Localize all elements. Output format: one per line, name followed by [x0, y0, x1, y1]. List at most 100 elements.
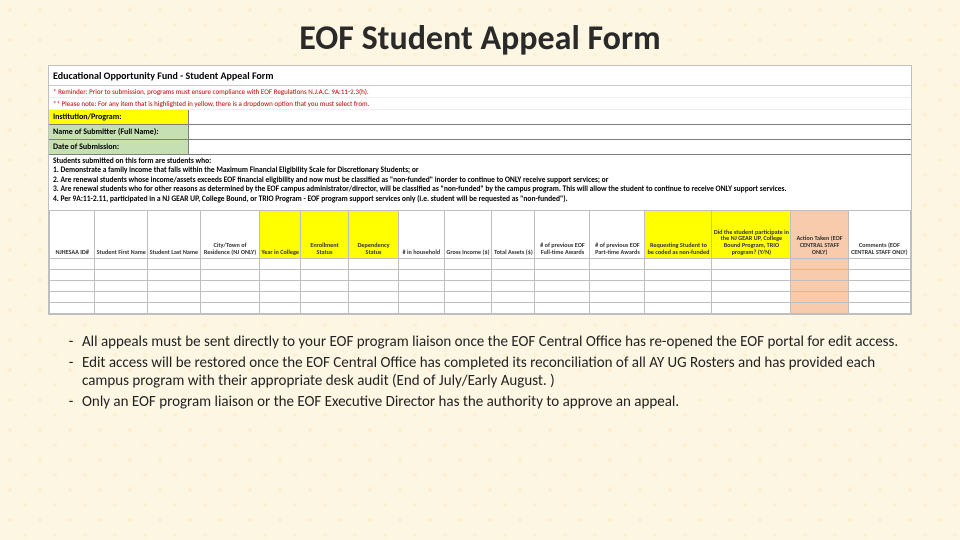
table-cell[interactable]: [200, 280, 260, 291]
table-cell[interactable]: [200, 258, 260, 269]
table-cell[interactable]: [712, 291, 791, 302]
table-cell[interactable]: [492, 269, 535, 280]
table-cell[interactable]: [50, 291, 95, 302]
table-cell[interactable]: [95, 258, 148, 269]
table-cell[interactable]: [301, 291, 349, 302]
page-title: EOF Student Appeal Form: [0, 0, 960, 65]
table-cell[interactable]: [444, 302, 492, 313]
table-cell[interactable]: [848, 280, 910, 291]
table-cell[interactable]: [712, 269, 791, 280]
table-cell[interactable]: [492, 291, 535, 302]
appeal-data-table: NJHESAA ID#Student First NameStudent Las…: [49, 210, 911, 314]
table-cell[interactable]: [590, 258, 645, 269]
table-cell[interactable]: [848, 258, 910, 269]
table-cell[interactable]: [712, 280, 791, 291]
table-cell[interactable]: [712, 258, 791, 269]
table-cell[interactable]: [200, 291, 260, 302]
form-field-row: Date of Submission:: [49, 140, 911, 155]
table-cell[interactable]: [148, 302, 201, 313]
table-cell[interactable]: [645, 280, 712, 291]
table-cell[interactable]: [348, 269, 398, 280]
table-cell[interactable]: [645, 291, 712, 302]
table-cell[interactable]: [50, 302, 95, 313]
table-cell[interactable]: [444, 291, 492, 302]
table-cell[interactable]: [260, 269, 301, 280]
table-cell[interactable]: [260, 280, 301, 291]
table-cell[interactable]: [399, 280, 444, 291]
column-header: Year in College: [260, 210, 301, 258]
table-cell[interactable]: [399, 302, 444, 313]
table-cell[interactable]: [148, 280, 201, 291]
table-cell[interactable]: [200, 269, 260, 280]
table-cell[interactable]: [148, 269, 201, 280]
table-cell[interactable]: [590, 291, 645, 302]
table-cell[interactable]: [301, 302, 349, 313]
table-cell[interactable]: [535, 302, 590, 313]
table-cell[interactable]: [645, 269, 712, 280]
column-header: Student First Name: [95, 210, 148, 258]
form-heading: Educational Opportunity Fund - Student A…: [49, 66, 911, 86]
table-cell[interactable]: [260, 302, 301, 313]
table-cell[interactable]: [50, 269, 95, 280]
table-cell[interactable]: [399, 269, 444, 280]
table-cell[interactable]: [148, 258, 201, 269]
table-cell[interactable]: [791, 291, 848, 302]
table-cell[interactable]: [260, 291, 301, 302]
table-cell[interactable]: [95, 269, 148, 280]
table-cell[interactable]: [848, 302, 910, 313]
table-cell[interactable]: [492, 280, 535, 291]
table-cell[interactable]: [348, 291, 398, 302]
table-cell[interactable]: [535, 291, 590, 302]
note-item: -Edit access will be restored once the E…: [60, 354, 900, 392]
table-cell[interactable]: [848, 291, 910, 302]
table-cell[interactable]: [95, 302, 148, 313]
table-row: [50, 280, 911, 291]
criteria-lead: Students submitted on this form are stud…: [53, 157, 907, 166]
table-cell[interactable]: [301, 269, 349, 280]
table-cell[interactable]: [535, 269, 590, 280]
form-field-input[interactable]: [189, 140, 911, 154]
table-cell[interactable]: [95, 291, 148, 302]
table-cell[interactable]: [301, 258, 349, 269]
table-cell[interactable]: [492, 302, 535, 313]
table-cell[interactable]: [535, 280, 590, 291]
spreadsheet-form: Educational Opportunity Fund - Student A…: [48, 65, 912, 315]
table-cell[interactable]: [95, 280, 148, 291]
note-item: -Only an EOF program liaison or the EOF …: [60, 393, 900, 412]
table-cell[interactable]: [399, 258, 444, 269]
table-cell[interactable]: [791, 302, 848, 313]
table-cell[interactable]: [791, 280, 848, 291]
table-cell[interactable]: [590, 280, 645, 291]
form-field-input[interactable]: [189, 110, 911, 124]
table-cell[interactable]: [50, 280, 95, 291]
table-cell[interactable]: [348, 258, 398, 269]
table-cell[interactable]: [791, 269, 848, 280]
table-cell[interactable]: [260, 258, 301, 269]
table-cell[interactable]: [348, 280, 398, 291]
table-cell[interactable]: [791, 258, 848, 269]
table-cell[interactable]: [712, 302, 791, 313]
table-cell[interactable]: [50, 258, 95, 269]
table-cell[interactable]: [200, 302, 260, 313]
table-cell[interactable]: [492, 258, 535, 269]
table-cell[interactable]: [444, 280, 492, 291]
reminder-line-2: ** Please note: For any item that is hig…: [49, 98, 911, 110]
form-field-input[interactable]: [189, 125, 911, 139]
table-cell[interactable]: [645, 302, 712, 313]
table-cell[interactable]: [444, 258, 492, 269]
table-cell[interactable]: [348, 302, 398, 313]
criteria-item: 1. Demonstrate a family income that fall…: [53, 166, 907, 175]
table-cell[interactable]: [590, 269, 645, 280]
table-cell[interactable]: [535, 258, 590, 269]
table-cell[interactable]: [848, 269, 910, 280]
bullet-dash: -: [60, 393, 82, 412]
table-cell[interactable]: [444, 269, 492, 280]
table-cell[interactable]: [301, 280, 349, 291]
table-cell[interactable]: [590, 302, 645, 313]
column-header: Requesting Student to be coded as non-fu…: [645, 210, 712, 258]
table-row: [50, 258, 911, 269]
table-cell[interactable]: [645, 258, 712, 269]
table-cell[interactable]: [148, 291, 201, 302]
column-header: City/Town of Residence (NJ ONLY): [200, 210, 260, 258]
table-cell[interactable]: [399, 291, 444, 302]
